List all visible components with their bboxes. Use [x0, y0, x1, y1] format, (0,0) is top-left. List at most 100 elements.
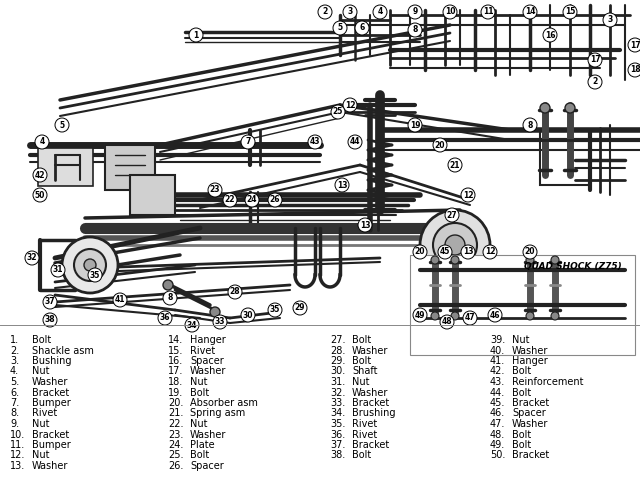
- Circle shape: [408, 5, 422, 19]
- Text: 16: 16: [545, 31, 556, 39]
- Circle shape: [355, 21, 369, 35]
- Bar: [410, 255, 635, 355]
- Text: 19: 19: [410, 120, 420, 130]
- Text: Bolt: Bolt: [352, 335, 371, 345]
- Text: Bushing: Bushing: [32, 356, 72, 366]
- Text: Absorber asm: Absorber asm: [190, 398, 258, 408]
- Text: 38: 38: [45, 315, 55, 324]
- Circle shape: [343, 98, 357, 112]
- Circle shape: [413, 245, 427, 259]
- Text: 12: 12: [345, 100, 355, 109]
- Text: 7.: 7.: [10, 398, 19, 408]
- Circle shape: [268, 193, 282, 207]
- Text: 38.: 38.: [330, 451, 345, 460]
- Text: 50.: 50.: [490, 451, 506, 460]
- Circle shape: [213, 315, 227, 329]
- Text: 44.: 44.: [490, 387, 505, 397]
- Circle shape: [526, 312, 534, 320]
- Text: 13: 13: [337, 180, 348, 190]
- Text: 12: 12: [484, 248, 495, 256]
- Circle shape: [348, 135, 362, 149]
- Circle shape: [189, 28, 203, 42]
- Circle shape: [588, 53, 602, 67]
- Bar: [540, 130, 590, 185]
- Text: 35: 35: [90, 271, 100, 279]
- Text: 50: 50: [35, 191, 45, 200]
- Circle shape: [431, 312, 439, 320]
- Text: Bumper: Bumper: [32, 398, 71, 408]
- Text: 31: 31: [52, 265, 63, 275]
- Text: Bracket: Bracket: [352, 440, 389, 450]
- Circle shape: [358, 218, 372, 232]
- Text: Nut: Nut: [32, 367, 49, 376]
- Circle shape: [43, 295, 57, 309]
- Text: 36: 36: [160, 313, 170, 323]
- Text: Reinforcement: Reinforcement: [512, 377, 584, 387]
- Circle shape: [461, 188, 475, 202]
- Circle shape: [523, 5, 537, 19]
- Text: 45.: 45.: [490, 398, 506, 408]
- Circle shape: [628, 38, 640, 52]
- Text: 6.: 6.: [10, 387, 19, 397]
- Text: 3.: 3.: [10, 356, 19, 366]
- Text: 45: 45: [440, 248, 450, 256]
- Text: Nut: Nut: [32, 419, 49, 429]
- Text: 20.: 20.: [168, 398, 184, 408]
- Text: Brushing: Brushing: [352, 408, 396, 419]
- Text: Hanger: Hanger: [512, 356, 548, 366]
- Text: 2.: 2.: [10, 346, 19, 356]
- Text: Bolt: Bolt: [352, 356, 371, 366]
- Text: 42: 42: [35, 170, 45, 180]
- Text: 28: 28: [230, 288, 240, 297]
- Text: 2: 2: [593, 77, 598, 86]
- Text: 41: 41: [115, 296, 125, 304]
- Text: 10: 10: [445, 8, 455, 16]
- Text: 42.: 42.: [490, 367, 506, 376]
- Text: Washer: Washer: [352, 346, 388, 356]
- Text: Bracket: Bracket: [32, 430, 69, 440]
- Text: 47: 47: [465, 313, 476, 323]
- Text: 9.: 9.: [10, 419, 19, 429]
- Text: 11: 11: [483, 8, 493, 16]
- Text: 3: 3: [607, 15, 612, 24]
- Circle shape: [420, 210, 490, 280]
- Text: 23: 23: [210, 185, 220, 194]
- Text: 27.: 27.: [330, 335, 346, 345]
- Circle shape: [62, 237, 118, 293]
- Text: 17: 17: [589, 56, 600, 64]
- Text: 8: 8: [167, 293, 173, 302]
- Circle shape: [245, 193, 259, 207]
- Text: Washer: Washer: [190, 430, 227, 440]
- Circle shape: [543, 28, 557, 42]
- Text: 21: 21: [450, 160, 460, 169]
- Text: Bracket: Bracket: [512, 398, 549, 408]
- Circle shape: [451, 312, 459, 320]
- Text: 12.: 12.: [10, 451, 26, 460]
- Circle shape: [185, 318, 199, 332]
- Text: 34: 34: [187, 321, 197, 329]
- Text: 48: 48: [442, 317, 452, 326]
- Circle shape: [335, 178, 349, 192]
- Text: Washer: Washer: [32, 461, 68, 471]
- Circle shape: [223, 193, 237, 207]
- Circle shape: [440, 315, 454, 329]
- Text: 20: 20: [415, 248, 425, 256]
- Text: Bolt: Bolt: [190, 451, 209, 460]
- Circle shape: [433, 138, 447, 152]
- Circle shape: [293, 301, 307, 315]
- Circle shape: [438, 245, 452, 259]
- Text: 28.: 28.: [330, 346, 346, 356]
- Text: 29.: 29.: [330, 356, 346, 366]
- Text: Bolt: Bolt: [512, 387, 531, 397]
- Circle shape: [443, 5, 457, 19]
- Text: 8.: 8.: [10, 408, 19, 419]
- Text: 18: 18: [630, 65, 640, 74]
- Text: Bracket: Bracket: [32, 387, 69, 397]
- Text: 31.: 31.: [330, 377, 345, 387]
- Text: Rivet: Rivet: [190, 346, 215, 356]
- Text: 49: 49: [415, 311, 425, 320]
- Text: 9: 9: [412, 8, 418, 16]
- Text: Nut: Nut: [352, 377, 369, 387]
- Circle shape: [241, 308, 255, 322]
- Circle shape: [628, 63, 640, 77]
